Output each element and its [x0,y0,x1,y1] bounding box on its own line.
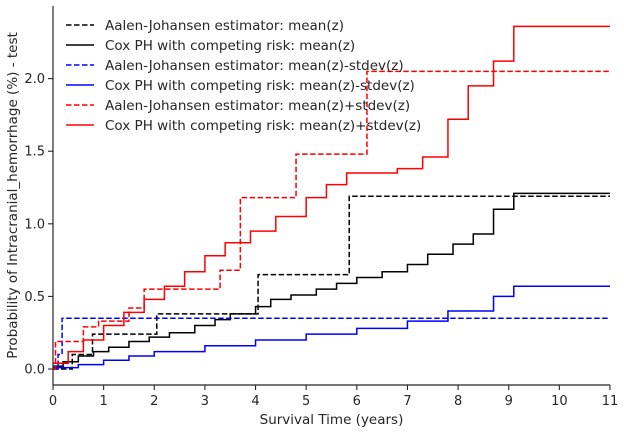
x-tick-label: 7 [403,394,411,409]
y-tick-label: 1.0 [24,217,45,232]
y-tick-label: 0.5 [24,290,45,305]
x-tick-label: 0 [49,394,57,409]
legend: Aalen-Johansen estimator: mean(z) Cox PH … [66,18,421,134]
series-line-2 [53,192,610,367]
x-tick-label: 9 [505,394,513,409]
legend-label-1: Aalen-Johansen estimator: mean(z) [105,18,344,34]
x-tick-label: 5 [302,394,310,409]
legend-label-4: Cox PH with competing risk: mean(z)-stde… [105,78,415,94]
x-tick-label: 10 [551,394,568,409]
x-tick-label: 8 [454,394,462,409]
series-line-5 [53,70,610,370]
x-axis-label: Survival Time (years) [260,412,404,428]
x-tick-label: 11 [602,394,619,409]
x-tick-label: 6 [353,394,361,409]
x-tick-label: 3 [201,394,209,409]
y-tick-label: 1.5 [24,145,45,160]
y-axis-label: Probability of Intracranial_hemorrhage (… [5,32,21,359]
legend-label-3: Aalen-Johansen estimator: mean(z)-stdev(… [105,58,404,74]
series-line-6 [53,25,610,364]
axes: 0 1 2 3 4 5 6 7 8 9 10 11 0.0 0.5 1.0 1.5 2.0 [24,6,618,409]
series-line-1 [53,195,610,370]
series-line-3 [53,317,610,370]
series-layer [53,25,610,370]
series-line-4 [53,285,610,369]
y-tick-label: 2.0 [24,72,45,87]
legend-label-2: Cox PH with competing risk: mean(z) [105,38,355,54]
legend-label-6: Cox PH with competing risk: mean(z)+stde… [105,118,421,134]
y-tick-label: 0.0 [24,363,45,378]
x-tick-label: 1 [99,394,107,409]
legend-label-5: Aalen-Johansen estimator: mean(z)+stdev(… [105,98,410,114]
x-tick-label: 2 [150,394,158,409]
x-tick-label: 4 [251,394,259,409]
